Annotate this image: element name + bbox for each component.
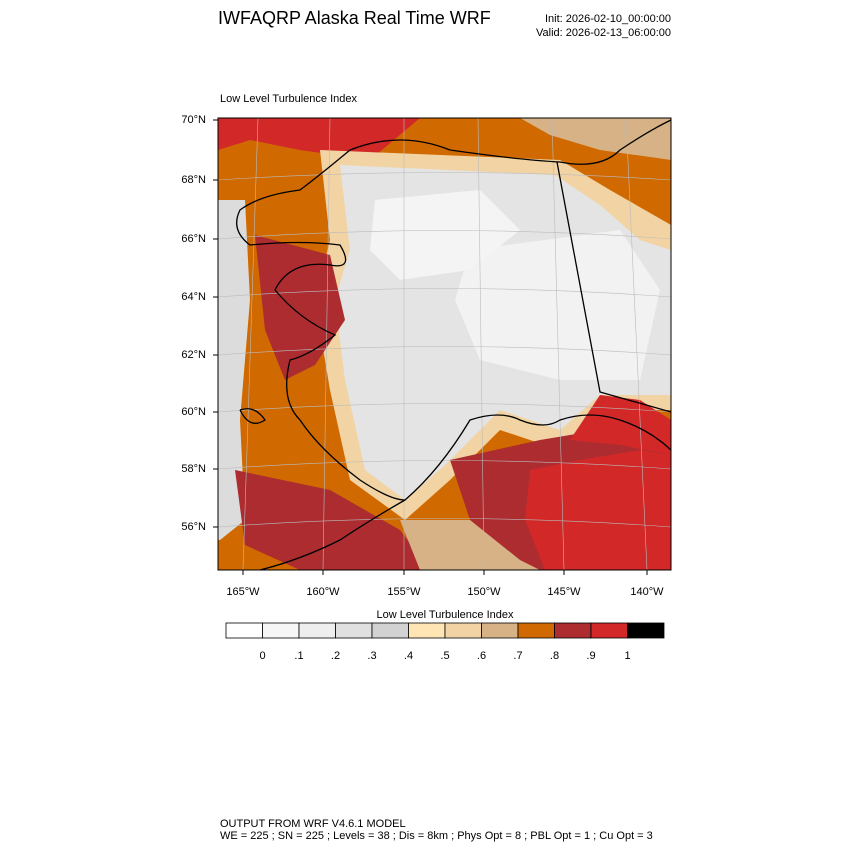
interior-white <box>455 230 660 380</box>
colorbar-box <box>444 622 482 639</box>
colorbar-label: .2 <box>331 650 340 662</box>
lon-label: 145°W <box>547 586 581 598</box>
lon-label: 165°W <box>226 586 260 598</box>
valid-time: Valid: 2026-02-13_06:00:00 <box>536 27 671 39</box>
lat-label: 68°N <box>181 174 206 186</box>
colorbar-box <box>627 622 665 639</box>
southwest-darkred <box>235 470 430 570</box>
colorbar-box <box>517 622 555 639</box>
colorbar-label: .1 <box>294 650 303 662</box>
colorbar-label: .8 <box>550 650 559 662</box>
colorbar-label: .4 <box>404 650 413 662</box>
lat-label: 66°N <box>181 233 206 245</box>
ocean-west <box>218 200 250 540</box>
lon-label: 150°W <box>467 586 501 598</box>
graticule <box>218 118 671 570</box>
colorbar-label: .3 <box>367 650 376 662</box>
colorbar-box <box>408 622 446 639</box>
colorbar-box <box>371 622 409 639</box>
colorbar-title: Low Level Turbulence Index <box>377 609 514 621</box>
colorbar-box <box>262 622 300 639</box>
colorbar-label: .5 <box>440 650 449 662</box>
colorbar-box <box>590 622 628 639</box>
south-tan <box>400 520 540 570</box>
title: IWFAQRP Alaska Real Time WRF <box>218 8 491 28</box>
northeast-tan <box>520 118 671 160</box>
coastline <box>236 119 671 570</box>
colorbar-label: .7 <box>513 650 522 662</box>
lat-label: 62°N <box>181 349 206 361</box>
colorbar-label: .6 <box>477 650 486 662</box>
colorbar-label: 1 <box>624 650 630 662</box>
colorbar-box <box>225 622 263 639</box>
north-red <box>218 118 420 160</box>
footer-line2: WE = 225 ; SN = 225 ; Levels = 38 ; Dis … <box>220 830 653 842</box>
lat-label: 56°N <box>181 521 206 533</box>
lat-label: 60°N <box>181 406 206 418</box>
colorbar-label: 0 <box>259 650 265 662</box>
colorbar-label: .9 <box>586 650 595 662</box>
colorbar-box <box>481 622 519 639</box>
gulf-red <box>525 450 671 570</box>
lat-label: 70°N <box>181 114 206 126</box>
footer-line1: OUTPUT FROM WRF V4.6.1 MODEL <box>220 818 406 830</box>
lon-label: 155°W <box>387 586 421 598</box>
colorbar-box <box>554 622 592 639</box>
interior-white2 <box>370 190 520 280</box>
lon-label: 140°W <box>630 586 664 598</box>
colorbar-box <box>298 622 336 639</box>
colorbar-box <box>335 622 373 639</box>
init-time: Init: 2026-02-10_00:00:00 <box>545 13 671 25</box>
map-subtitle: Low Level Turbulence Index <box>220 93 357 105</box>
lon-label: 160°W <box>306 586 340 598</box>
map-field <box>218 118 671 570</box>
map-frame <box>217 117 672 571</box>
lat-label: 58°N <box>181 463 206 475</box>
lat-label: 64°N <box>181 291 206 303</box>
